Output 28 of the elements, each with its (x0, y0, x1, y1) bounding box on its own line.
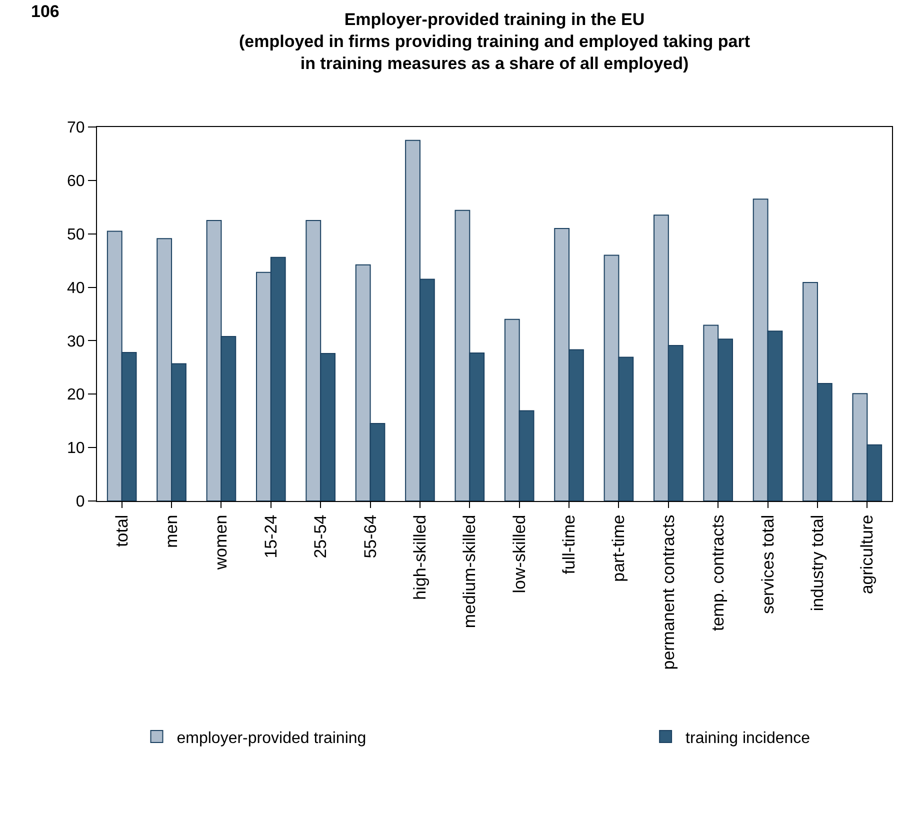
x-tick-label: 55-64 (360, 514, 380, 558)
y-tick-label: 30 (67, 333, 85, 350)
x-tick-label: services total (758, 514, 778, 614)
x-tick-label: agriculture (858, 514, 877, 594)
y-tick-label: 60 (67, 173, 85, 190)
legend-label: training incidence (686, 730, 810, 747)
legend-label: employer-provided training (176, 730, 366, 747)
y-tick-label: 0 (76, 494, 85, 511)
x-tick-label: women (212, 514, 231, 571)
y-tick-label: 20 (67, 386, 85, 404)
chart-title: Employer-provided training in the EU (employed in firms providing training and employed taking part in training measures as a share of all employed) (238, 10, 750, 74)
x-tick-label: medium-skilled (460, 514, 480, 628)
text: 106 (31, 2, 60, 21)
x-tick-label: full-time (560, 514, 579, 574)
x-tick-label: 25-54 (311, 514, 330, 558)
x-tick-label: permanent contracts (658, 514, 678, 670)
y-tick-label: 10 (67, 440, 85, 458)
y-tick-label: 70 (67, 120, 85, 137)
x-tick-label: low-skilled (510, 514, 529, 594)
x-tick-label: temp. contracts (708, 514, 728, 632)
x-tick-label: men (162, 514, 182, 548)
x-tick-label: 15-24 (261, 514, 280, 558)
x-tick-label: total (112, 514, 132, 547)
x-tick-label: industry total (808, 514, 827, 612)
y-tick-label: 40 (67, 280, 85, 297)
x-tick-label: part-time (609, 514, 628, 582)
y-tick-label: 50 (67, 226, 85, 244)
x-tick-label: high-skilled (410, 514, 430, 600)
